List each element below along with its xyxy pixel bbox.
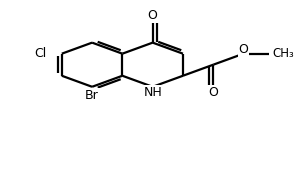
Text: O: O — [239, 43, 248, 56]
Text: Cl: Cl — [34, 47, 46, 60]
Text: O: O — [148, 9, 157, 22]
Text: NH: NH — [143, 87, 162, 100]
Text: Br: Br — [85, 89, 99, 102]
Text: O: O — [208, 86, 218, 99]
Text: CH₃: CH₃ — [272, 47, 294, 60]
